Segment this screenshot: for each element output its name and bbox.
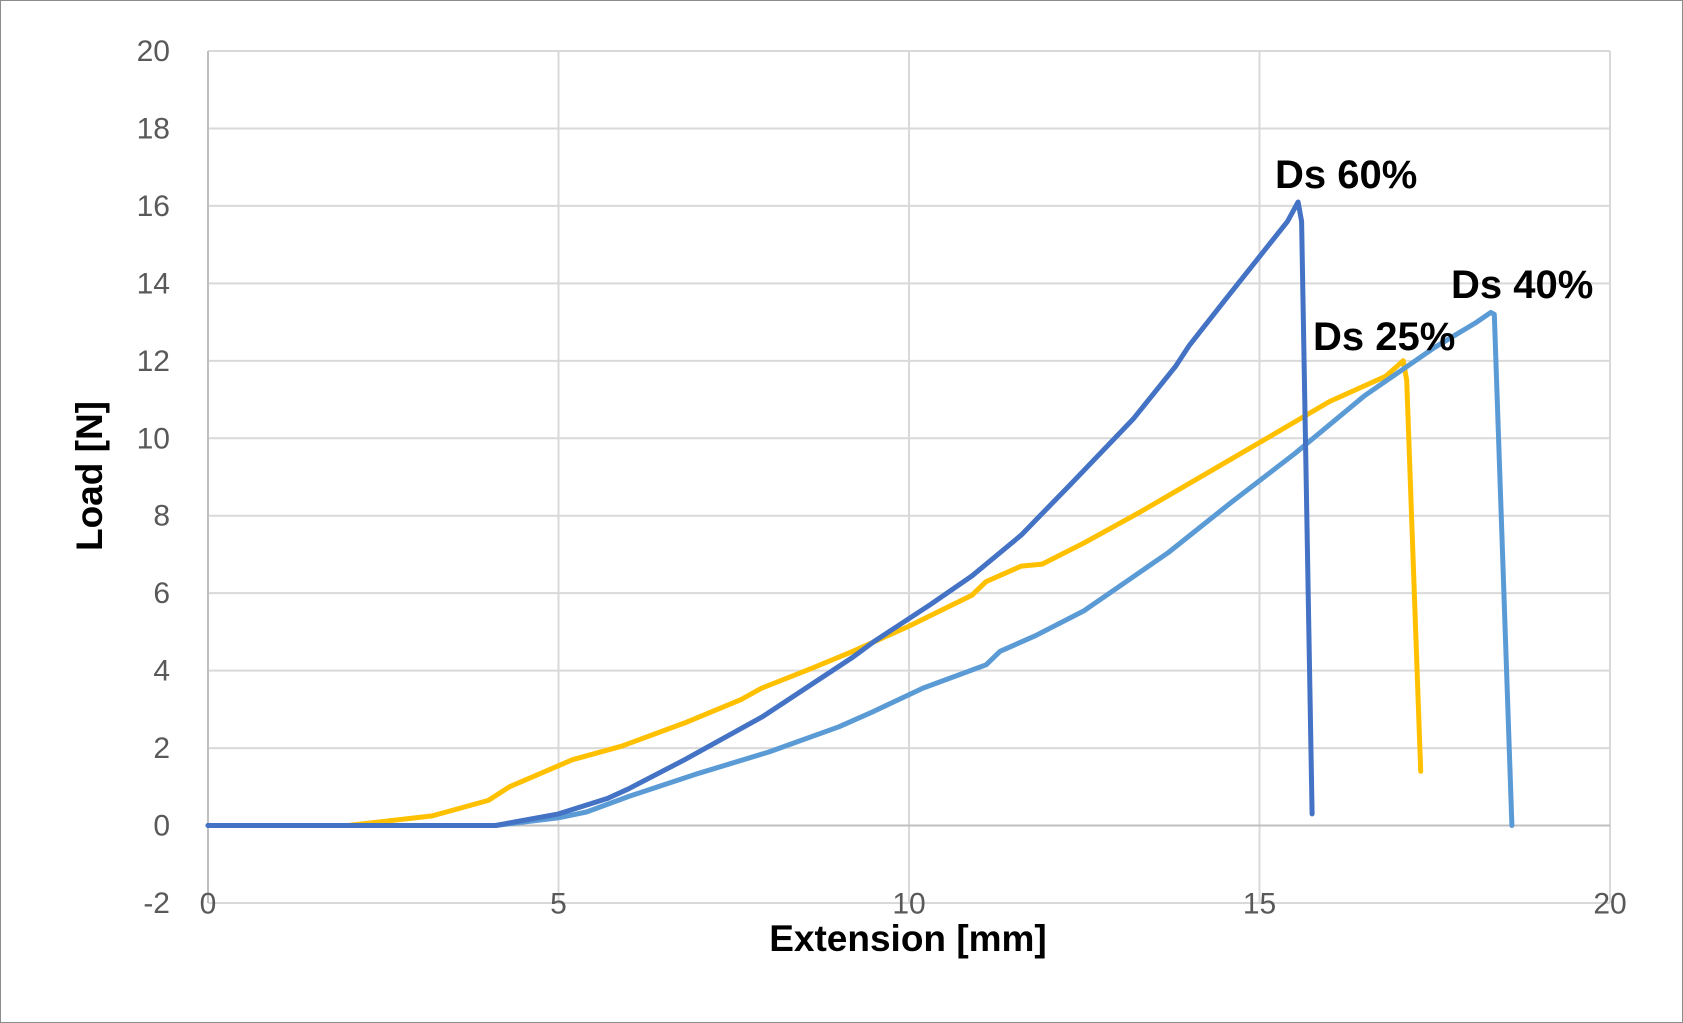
y-tick-label: 10 bbox=[137, 422, 170, 455]
y-tick-label: 4 bbox=[153, 655, 170, 688]
x-tick-label: 20 bbox=[1593, 888, 1626, 921]
x-tick-label: 0 bbox=[200, 888, 217, 921]
series-line-ds-40 bbox=[205, 309, 1515, 828]
annotation-ds-60: Ds 60% bbox=[1275, 153, 1417, 197]
y-tick-label: 2 bbox=[153, 732, 170, 765]
y-tick-label: 8 bbox=[153, 500, 170, 533]
x-tick-label: 5 bbox=[550, 888, 567, 921]
y-tick-label: -2 bbox=[143, 887, 170, 920]
annotation-ds-25: Ds 25% bbox=[1313, 315, 1455, 359]
y-tick-label: 0 bbox=[153, 810, 170, 843]
y-tick-label: 12 bbox=[137, 345, 170, 378]
series-lines bbox=[205, 199, 1515, 828]
y-tick-label: 18 bbox=[137, 112, 170, 145]
gridlines bbox=[208, 50, 1611, 904]
x-tick-label: 15 bbox=[1243, 888, 1276, 921]
annotation-ds-40: Ds 40% bbox=[1451, 263, 1593, 307]
series-line-ds-25 bbox=[205, 358, 1424, 828]
tick-labels: -2 0 2 4 6 8 10 12 14 16 18 20 0 5 10 15 20 bbox=[137, 35, 1627, 921]
y-axis-title: Load [N] bbox=[69, 401, 110, 551]
series-line-ds-60 bbox=[205, 199, 1315, 828]
x-tick-label: 10 bbox=[892, 888, 925, 921]
y-tick-label: 6 bbox=[153, 577, 170, 610]
y-tick-label: 14 bbox=[137, 267, 170, 300]
x-axis-title: Extension [mm] bbox=[769, 918, 1047, 959]
y-tick-label: 20 bbox=[137, 35, 170, 68]
series-annotations: Ds 60% Ds 40% Ds 25% bbox=[1275, 153, 1593, 359]
y-tick-label: 16 bbox=[137, 190, 170, 223]
